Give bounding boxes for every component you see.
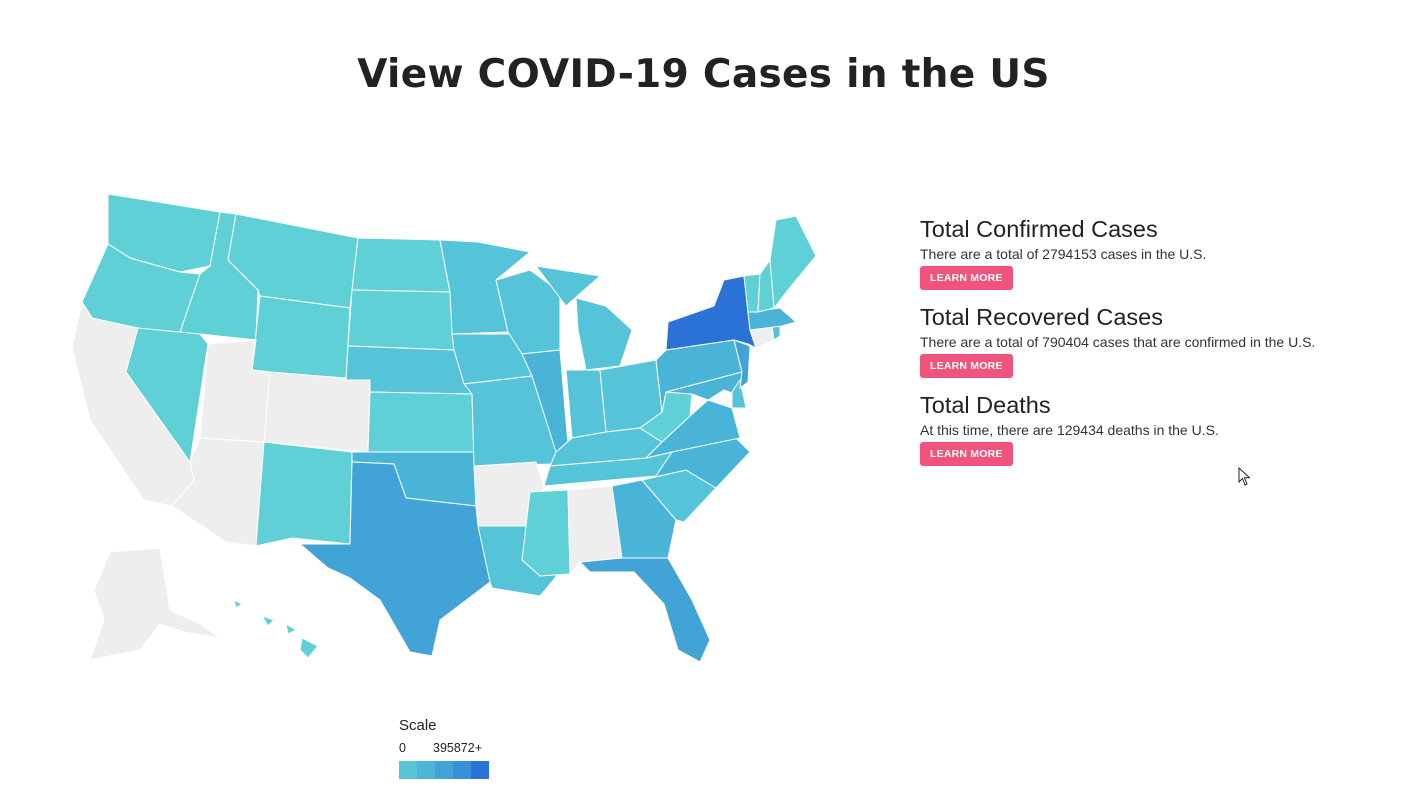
state-ri[interactable]: [771, 325, 781, 341]
confirmed-text: There are a total of 2794153 cases in th…: [920, 246, 1207, 262]
deaths-heading: Total Deaths: [920, 392, 1051, 418]
state-nj[interactable]: [733, 339, 751, 389]
state-tx[interactable]: [299, 461, 491, 657]
confirmed-section: Total Confirmed Cases There are a total …: [920, 214, 1390, 290]
legend-color-bar: [399, 761, 519, 779]
legend-swatch: [453, 761, 471, 779]
confirmed-learn-more-button[interactable]: LEARN MORE: [920, 266, 1013, 290]
legend-swatch: [417, 761, 435, 779]
state-hi[interactable]: [233, 599, 319, 659]
state-ks[interactable]: [367, 391, 475, 453]
legend-min-label: 0: [399, 741, 406, 755]
state-wy[interactable]: [251, 295, 351, 381]
mouse-cursor-icon: [1238, 467, 1251, 486]
state-ms[interactable]: [521, 489, 571, 577]
us-map: [60, 180, 840, 680]
map-legend: Scale 0 395872+: [399, 717, 519, 779]
state-nd[interactable]: [351, 237, 451, 293]
us-map-svg: [71, 193, 817, 663]
legend-max-label: 395872+: [433, 741, 483, 755]
state-nv[interactable]: [125, 327, 209, 463]
recovered-heading: Total Recovered Cases: [920, 304, 1163, 330]
state-ny[interactable]: [665, 275, 757, 351]
state-nm[interactable]: [255, 441, 353, 547]
legend-swatch: [399, 761, 417, 779]
recovered-section: Total Recovered Cases There are a total …: [920, 302, 1390, 378]
legend-swatch: [435, 761, 453, 779]
state-fl[interactable]: [579, 557, 711, 663]
state-sd[interactable]: [347, 289, 455, 351]
recovered-learn-more-button[interactable]: LEARN MORE: [920, 354, 1013, 378]
stats-panel: Total Confirmed Cases There are a total …: [920, 214, 1390, 478]
confirmed-heading: Total Confirmed Cases: [920, 216, 1158, 242]
page-title: View COVID-19 Cases in the US: [357, 52, 1050, 97]
deaths-text: At this time, there are 129434 deaths in…: [920, 422, 1219, 438]
recovered-text: There are a total of 790404 cases that a…: [920, 334, 1316, 350]
legend-swatch: [471, 761, 489, 779]
deaths-learn-more-button[interactable]: LEARN MORE: [920, 442, 1013, 466]
state-in[interactable]: [565, 369, 607, 439]
state-co[interactable]: [263, 371, 371, 453]
state-ga[interactable]: [611, 479, 677, 559]
state-de[interactable]: [731, 379, 747, 409]
state-me[interactable]: [769, 215, 817, 309]
deaths-section: Total Deaths At this time, there are 129…: [920, 390, 1390, 466]
state-ak[interactable]: [89, 547, 221, 661]
legend-title: Scale: [399, 717, 437, 734]
state-ma[interactable]: [747, 307, 797, 331]
